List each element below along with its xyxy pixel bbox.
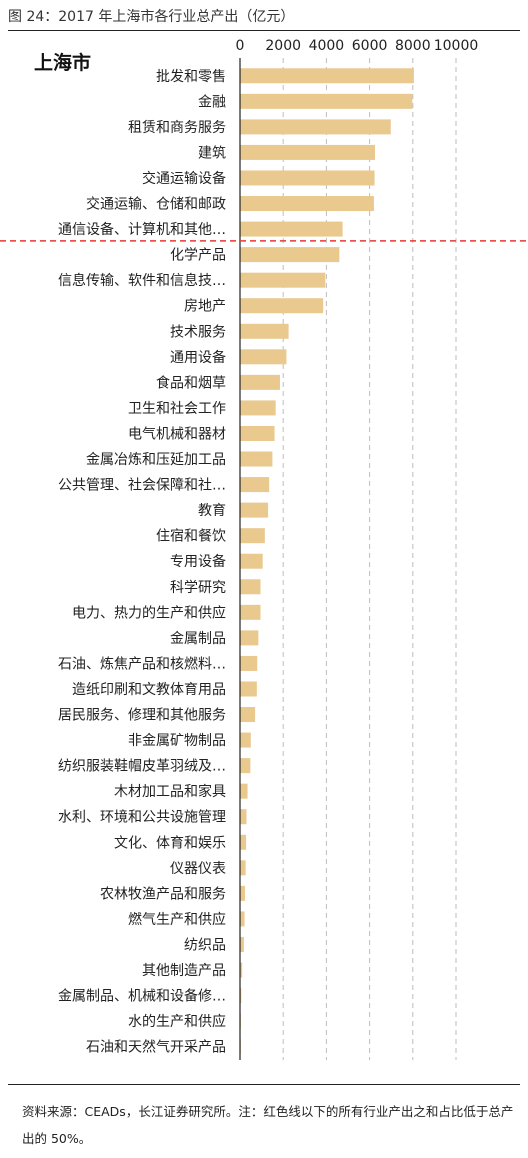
bar bbox=[240, 885, 245, 901]
category-label: 通信设备、计算机和其他… bbox=[58, 221, 226, 238]
bar bbox=[240, 707, 256, 723]
bar bbox=[240, 502, 269, 518]
category-label: 居民服务、修理和其他服务 bbox=[58, 708, 226, 724]
category-label: 金融 bbox=[198, 94, 226, 110]
bar bbox=[240, 809, 247, 825]
bar bbox=[240, 783, 248, 799]
category-label: 水的生产和供应 bbox=[128, 1013, 226, 1030]
bar bbox=[240, 272, 326, 288]
category-label: 批发和零售 bbox=[156, 69, 226, 85]
x-tick-label: 4000 bbox=[309, 38, 345, 54]
figure-title: 图 24：2017 年上海市各行业总产出（亿元） bbox=[8, 9, 295, 25]
source-note: 资料来源：CEADs，长江证券研究所。注：红色线以下的所有行业产出之和占比低于总… bbox=[22, 1104, 514, 1146]
bar bbox=[240, 93, 413, 109]
bar bbox=[240, 655, 258, 671]
category-label: 电气机械和器材 bbox=[128, 426, 226, 442]
category-label: 教育 bbox=[198, 503, 226, 519]
bar bbox=[240, 374, 280, 390]
bar-chart: 上海市 0 2000 4000 6000 8000 10000 批发和零售金融租赁和商务服务建… bbox=[0, 38, 528, 1060]
category-label: 纺织品 bbox=[184, 937, 226, 953]
bar bbox=[240, 630, 259, 646]
category-label: 公共管理、社会保障和社… bbox=[58, 478, 226, 494]
category-label: 非金属矿物制品 bbox=[128, 733, 226, 749]
bar bbox=[240, 349, 287, 365]
bar bbox=[240, 196, 374, 212]
category-label: 石油、炼焦产品和核燃料… bbox=[58, 655, 226, 672]
bar bbox=[240, 323, 289, 339]
bar bbox=[240, 988, 242, 1004]
bar bbox=[240, 247, 340, 263]
chart-title: 上海市 bbox=[34, 51, 91, 74]
title-rule bbox=[8, 30, 520, 31]
category-label: 科学研究 bbox=[170, 580, 226, 596]
category-label: 文化、体育和娱乐 bbox=[114, 835, 226, 851]
category-label: 交通运输设备 bbox=[142, 170, 226, 187]
category-label: 技术服务 bbox=[170, 324, 226, 340]
x-tick-label: 8000 bbox=[395, 38, 431, 54]
bar bbox=[240, 758, 251, 774]
category-label: 木材加工品和家具 bbox=[114, 783, 226, 800]
category-label: 信息传输、软件和信息技… bbox=[58, 272, 226, 289]
bar bbox=[240, 911, 245, 927]
category-label: 仪器仪表 bbox=[170, 861, 226, 877]
category-label: 农林牧渔产品和服务 bbox=[100, 886, 226, 902]
bar bbox=[240, 477, 270, 493]
category-label: 交通运输、仓储和邮政 bbox=[86, 196, 226, 213]
category-label: 电力、热力的生产和供应 bbox=[72, 604, 226, 621]
bar bbox=[240, 144, 375, 160]
category-label: 金属制品 bbox=[170, 631, 226, 647]
category-label: 建筑 bbox=[198, 145, 226, 161]
category-label: 金属制品、机械和设备修… bbox=[58, 988, 226, 1005]
category-label: 纺织服装鞋帽皮革羽绒及… bbox=[58, 759, 226, 775]
x-tick-label: 0 bbox=[236, 38, 245, 54]
category-label: 水利、环境和公共设施管理 bbox=[58, 810, 226, 826]
bar bbox=[240, 400, 276, 416]
category-label: 金属冶炼和压延加工品 bbox=[86, 452, 226, 468]
bar bbox=[240, 553, 263, 569]
bar bbox=[240, 579, 261, 595]
category-label: 房地产 bbox=[184, 299, 226, 315]
category-label: 住宿和餐饮 bbox=[156, 528, 226, 545]
category-label: 石油和天然气开采产品 bbox=[86, 1039, 226, 1056]
bar bbox=[240, 221, 343, 237]
bar bbox=[240, 860, 246, 876]
bar bbox=[240, 681, 257, 697]
bar bbox=[240, 962, 243, 978]
category-label: 燃气生产和供应 bbox=[128, 911, 226, 928]
category-label: 造纸印刷和文教体育用品 bbox=[72, 682, 226, 698]
bar bbox=[240, 119, 391, 135]
bar bbox=[240, 936, 244, 952]
bar bbox=[240, 604, 261, 620]
bar bbox=[240, 732, 251, 748]
bar bbox=[240, 834, 247, 850]
bar bbox=[240, 170, 375, 186]
bar bbox=[240, 425, 275, 441]
bar bbox=[240, 68, 414, 84]
x-tick-label: 10000 bbox=[434, 38, 479, 54]
x-tick-label: 2000 bbox=[265, 38, 301, 54]
bar bbox=[240, 298, 324, 314]
category-label: 专用设备 bbox=[170, 553, 226, 570]
x-tick-label: 6000 bbox=[352, 38, 388, 54]
category-label: 其他制造产品 bbox=[142, 963, 226, 979]
bar bbox=[240, 451, 273, 467]
source-rule bbox=[8, 1084, 520, 1085]
category-label: 租赁和商务服务 bbox=[128, 120, 226, 136]
category-label: 卫生和社会工作 bbox=[128, 401, 226, 417]
bar bbox=[240, 528, 265, 544]
category-label: 食品和烟草 bbox=[156, 374, 226, 391]
category-label: 通用设备 bbox=[170, 349, 226, 366]
category-label: 化学产品 bbox=[170, 248, 226, 264]
